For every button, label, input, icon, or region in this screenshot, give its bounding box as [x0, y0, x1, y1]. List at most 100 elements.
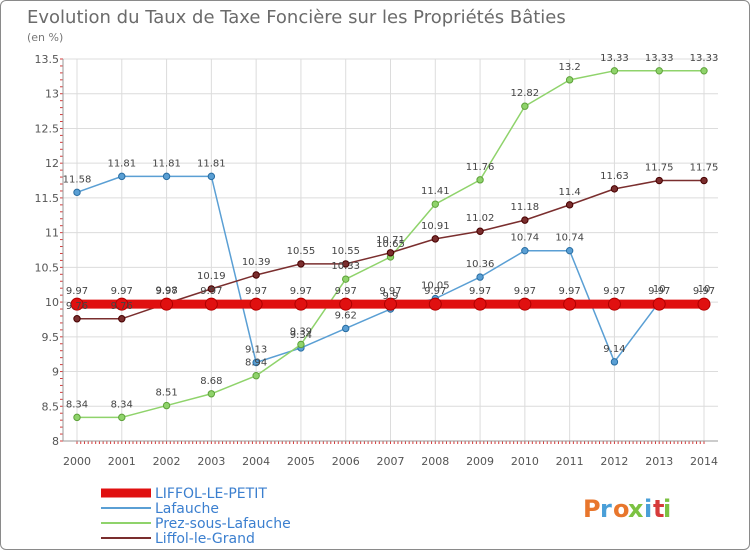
- data-label-lafauche: 11.58: [63, 174, 92, 185]
- logo-letter: P: [583, 495, 601, 523]
- data-label-prez-sous-lafauche: 11.76: [466, 162, 495, 173]
- data-label-lafauche: 9.9: [383, 291, 399, 302]
- data-point-liffol-le-grand: [73, 315, 81, 323]
- data-label-liffol-le-petit: 9.97: [290, 286, 312, 297]
- data-label-liffol-le-petit: 9.97: [335, 286, 357, 297]
- x-tick-label: 2009: [466, 455, 494, 468]
- data-point-liffol-le-petit: [563, 297, 577, 311]
- logo-letter: t: [653, 495, 664, 523]
- data-label-prez-sous-lafauche: 8.68: [200, 376, 222, 387]
- x-tick-label: 2008: [421, 455, 449, 468]
- y-tick-label: 12: [45, 157, 59, 170]
- y-tick-label: 10.5: [35, 261, 60, 274]
- logo-letter: i: [663, 495, 671, 523]
- data-label-liffol-le-grand: 9.98: [155, 285, 177, 296]
- data-label-liffol-le-grand: 9.76: [66, 301, 88, 312]
- data-label-prez-sous-lafauche: 8.94: [245, 358, 267, 369]
- data-label-prez-sous-lafauche: 10.65: [376, 239, 405, 250]
- y-tick-label: 11: [45, 227, 59, 240]
- logo-letter: i: [644, 495, 652, 523]
- data-label-liffol-le-petit: 9.97: [603, 286, 625, 297]
- data-label-liffol-le-grand: 11.75: [690, 163, 719, 174]
- data-label-liffol-le-petit: 9.97: [559, 286, 581, 297]
- data-label-prez-sous-lafauche: 12.82: [511, 88, 540, 99]
- data-label-liffol-le-petit: 9.97: [514, 286, 536, 297]
- data-point-lafauche: [565, 246, 574, 255]
- data-label-prez-sous-lafauche: 8.34: [111, 399, 133, 410]
- data-point-lafauche: [207, 172, 216, 181]
- data-label-liffol-le-grand: 10.19: [197, 271, 226, 282]
- data-point-liffol-le-grand: [297, 260, 305, 268]
- data-label-liffol-le-petit: 9.97: [245, 286, 267, 297]
- y-tick-label: 13: [45, 88, 59, 101]
- data-label-liffol-le-grand: 9.76: [111, 301, 133, 312]
- data-point-liffol-le-grand: [342, 260, 350, 268]
- x-tick-label: 2001: [108, 455, 136, 468]
- y-tick-label: 9: [52, 366, 59, 379]
- data-point-prez-sous-lafauche: [118, 413, 126, 422]
- data-label-liffol-le-grand: 11.02: [466, 213, 495, 224]
- y-tick-label: 10: [45, 296, 59, 309]
- legend-label-liffol-le-grand: Liffol-le-Grand: [155, 531, 255, 547]
- data-label-liffol-le-grand: 10.55: [331, 246, 360, 257]
- data-label-lafauche: 10.74: [511, 233, 540, 244]
- data-point-liffol-le-grand: [118, 315, 126, 323]
- data-point-liffol-le-petit: [294, 297, 308, 311]
- data-label-liffol-le-petit: 9.97: [155, 286, 177, 297]
- data-label-prez-sous-lafauche: 13.33: [645, 53, 674, 64]
- data-point-liffol-le-petit: [607, 297, 621, 311]
- data-point-prez-sous-lafauche: [207, 390, 216, 398]
- data-label-prez-sous-lafauche: 11.41: [421, 186, 450, 197]
- chart-title: Evolution du Taux de Taxe Foncière sur l…: [27, 7, 566, 28]
- data-point-liffol-le-grand: [386, 249, 395, 257]
- x-tick-label: 2007: [377, 455, 405, 468]
- data-label-lafauche: 9.13: [245, 345, 267, 356]
- data-label-liffol-le-petit: 9.97: [111, 286, 133, 297]
- legend-label-liffol-le-petit: LIFFOL-LE-PETIT: [155, 486, 267, 502]
- data-label-liffol-le-petit: 9.97: [379, 286, 401, 297]
- y-tick-label: 12.5: [35, 122, 60, 135]
- data-label-liffol-le-grand: 10.39: [242, 257, 271, 268]
- data-point-liffol-le-petit: [473, 297, 487, 311]
- x-tick-label: 2011: [556, 455, 584, 468]
- data-label-liffol-le-grand: 11.18: [511, 202, 540, 213]
- x-tick-label: 2000: [63, 455, 91, 468]
- data-point-liffol-le-petit: [160, 297, 174, 311]
- data-label-prez-sous-lafauche: 9.39: [290, 326, 312, 337]
- data-point-prez-sous-lafauche: [73, 413, 81, 422]
- data-point-prez-sous-lafauche: [252, 372, 260, 380]
- data-label-lafauche: 11.81: [152, 158, 181, 169]
- x-tick-label: 2002: [153, 455, 181, 468]
- logo-letter: r: [600, 495, 612, 523]
- data-point-prez-sous-lafauche: [655, 67, 663, 75]
- data-point-liffol-le-grand: [252, 271, 260, 279]
- data-point-liffol-le-petit: [204, 297, 218, 311]
- legend-label-lafauche: Lafauche: [155, 501, 219, 517]
- data-label-lafauche: 10.36: [466, 259, 495, 270]
- data-point-prez-sous-lafauche: [476, 176, 484, 184]
- axes: 8 8.5 9 9.5 10 10.5 11 11.5 12 12.5 13 13.5 2000 2001…: [35, 53, 718, 468]
- x-tick-label: 2014: [690, 455, 718, 468]
- data-point-lafauche: [521, 246, 529, 255]
- data-point-liffol-le-grand: [476, 227, 484, 235]
- x-tick-label: 2010: [511, 455, 539, 468]
- data-label-lafauche: 10.05: [421, 281, 450, 292]
- data-label-lafauche: 9.14: [603, 344, 625, 355]
- data-label-lafauche: 11.81: [107, 158, 136, 169]
- data-point-lafauche: [252, 358, 260, 367]
- data-label-liffol-le-grand: 11.4: [559, 187, 581, 198]
- data-point-liffol-le-petit: [428, 297, 442, 311]
- data-point-liffol-le-petit: [339, 297, 353, 311]
- grid: [63, 58, 718, 442]
- data-point-liffol-le-petit: [697, 297, 711, 311]
- data-label-liffol-le-grand: 11.75: [645, 163, 674, 174]
- x-tick-label: 2006: [332, 455, 360, 468]
- y-tick-label: 13.5: [35, 53, 60, 66]
- data-label-liffol-le-petit: 9.97: [424, 286, 446, 297]
- data-label-liffol-le-grand: 10.55: [287, 246, 316, 257]
- x-tick-label: 2012: [600, 455, 628, 468]
- data-point-liffol-le-petit: [249, 297, 263, 311]
